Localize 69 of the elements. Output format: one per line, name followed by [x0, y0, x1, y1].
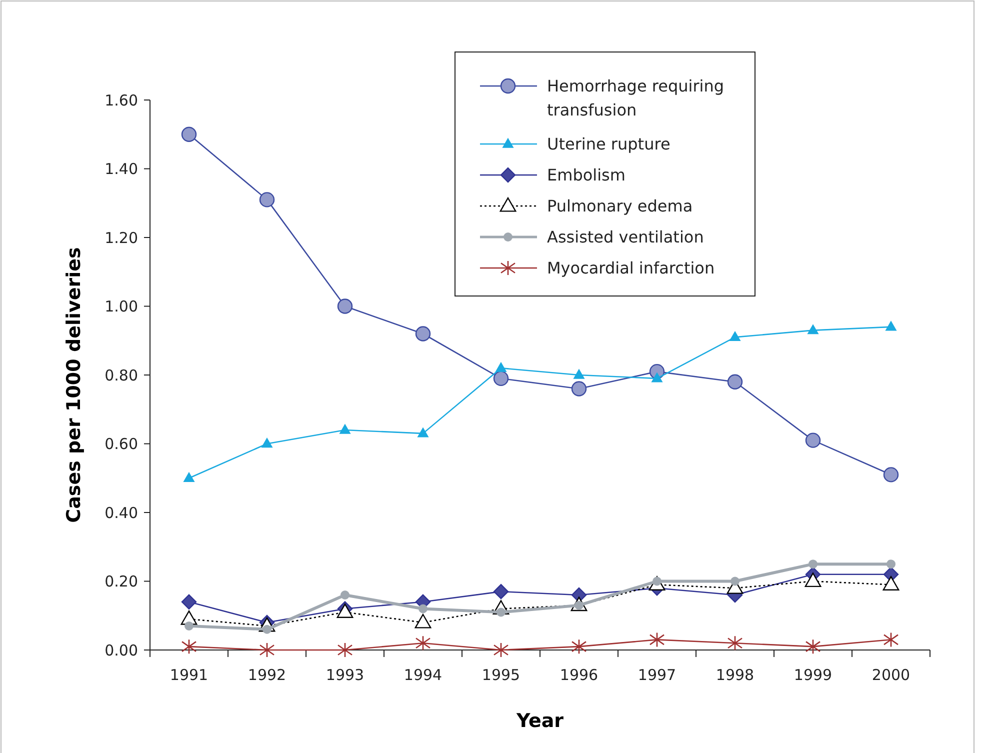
legend-label: Pulmonary edema	[547, 196, 693, 216]
y-tick-label: 0.00	[104, 641, 138, 660]
legend-label: Embolism	[547, 166, 626, 185]
point	[181, 594, 197, 610]
point	[415, 326, 431, 342]
x-tick-label: 2000	[872, 666, 910, 684]
point	[493, 642, 509, 658]
point	[808, 324, 818, 334]
y-tick-label: 0.60	[104, 435, 138, 453]
point	[414, 614, 432, 628]
point	[337, 642, 353, 658]
point	[259, 642, 275, 658]
y-tick-label: 0.20	[104, 572, 138, 590]
point	[808, 560, 818, 569]
point	[262, 438, 272, 448]
point	[493, 370, 509, 386]
point	[340, 424, 350, 434]
point	[337, 298, 353, 314]
y-tick-label: 0.80	[104, 366, 138, 384]
legend-label: Uterine rupture	[547, 134, 670, 154]
x-tick-label: 1996	[560, 666, 598, 684]
point	[184, 472, 194, 482]
point	[571, 381, 587, 396]
y-tick-label: 0.40	[104, 504, 138, 522]
point	[805, 638, 821, 654]
x-axis-title: Year	[515, 710, 564, 732]
x-tick-label: 1999	[794, 666, 832, 684]
point	[259, 192, 275, 208]
point	[340, 590, 350, 600]
point	[415, 635, 431, 651]
point	[882, 576, 900, 590]
point	[418, 604, 428, 614]
point	[496, 362, 506, 372]
point	[804, 572, 822, 588]
legend-label: Assisted ventilation	[547, 228, 704, 247]
point	[574, 369, 584, 379]
x-tick-label: 1992	[248, 666, 286, 684]
x-tick-label: 1998	[716, 666, 754, 684]
point	[496, 608, 506, 617]
point	[649, 632, 665, 648]
x-tick-label: 1997	[638, 666, 676, 684]
y-tick-label: 1.00	[104, 298, 138, 316]
point	[805, 432, 821, 448]
point	[184, 621, 194, 630]
x-tick-label: 1995	[482, 666, 520, 684]
point	[418, 428, 428, 438]
point	[727, 635, 743, 651]
point	[181, 638, 197, 654]
legend-label: Hemorrhage requiring transfusion	[547, 76, 724, 120]
point	[886, 321, 896, 331]
point	[883, 467, 899, 482]
x-tick-label: 1994	[404, 666, 442, 684]
y-tick-label: 1.40	[104, 160, 138, 178]
y-axis-title: Cases per 1000 deliveries	[63, 247, 85, 523]
point	[730, 576, 740, 586]
point	[652, 372, 662, 382]
point	[571, 638, 587, 654]
y-tick-label: 1.60	[104, 91, 138, 110]
point	[262, 624, 272, 634]
point	[181, 126, 197, 142]
x-tick-label: 1993	[326, 666, 364, 684]
y-tick-label: 1.20	[104, 228, 138, 247]
legend-label: Myocardial infarction	[547, 258, 715, 278]
point	[730, 332, 740, 342]
point	[886, 560, 896, 569]
point	[493, 584, 509, 600]
x-tick-label: 1991	[170, 666, 208, 684]
point	[883, 632, 899, 648]
point	[727, 374, 743, 390]
